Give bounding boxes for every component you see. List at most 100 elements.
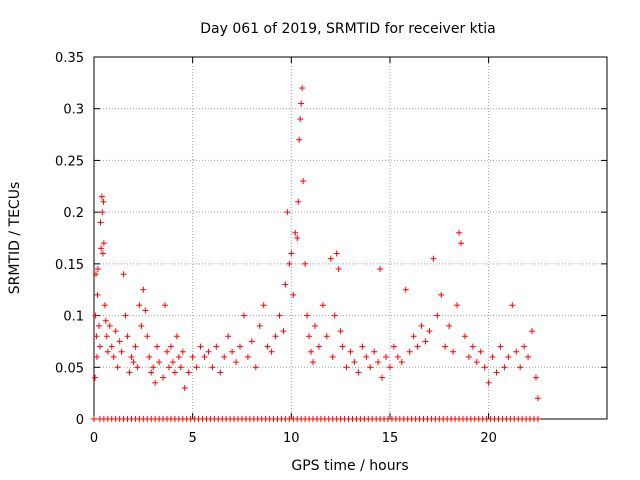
x-tick-label: 20 bbox=[480, 431, 497, 446]
data-point bbox=[91, 416, 97, 422]
y-tick-label: 0.2 bbox=[63, 206, 84, 221]
data-point bbox=[142, 307, 149, 314]
data-point bbox=[410, 333, 417, 340]
data-point bbox=[438, 291, 445, 298]
data-point bbox=[446, 322, 453, 329]
data-point bbox=[298, 100, 305, 107]
data-point bbox=[442, 343, 449, 350]
data-point bbox=[260, 302, 267, 309]
data-point bbox=[454, 302, 461, 309]
y-axis-label: SRMTID / TECUs bbox=[7, 182, 23, 295]
y-tick-labels: 0 0.05 0.1 0.15 0.2 0.25 0.3 0.35 bbox=[55, 51, 84, 428]
data-point bbox=[229, 348, 236, 355]
data-point bbox=[329, 353, 336, 360]
data-point bbox=[422, 338, 429, 345]
data-point bbox=[333, 250, 340, 257]
data-point bbox=[485, 379, 492, 386]
data-point bbox=[295, 198, 302, 205]
data-point bbox=[167, 343, 174, 350]
data-point bbox=[189, 353, 196, 360]
data-point bbox=[197, 343, 204, 350]
data-point bbox=[331, 312, 338, 319]
data-point bbox=[379, 374, 386, 381]
data-point bbox=[276, 312, 283, 319]
x-axis-label: GPS time / hours bbox=[291, 458, 408, 474]
data-point bbox=[164, 348, 171, 355]
data-point bbox=[363, 353, 370, 360]
data-point bbox=[426, 328, 433, 335]
data-point bbox=[505, 353, 512, 360]
data-point bbox=[116, 338, 123, 345]
data-point bbox=[272, 333, 279, 340]
data-point bbox=[97, 219, 104, 226]
data-point bbox=[96, 343, 103, 350]
data-point bbox=[165, 364, 172, 371]
data-point bbox=[114, 364, 121, 371]
data-point bbox=[394, 353, 401, 360]
data-point bbox=[252, 364, 259, 371]
data-point bbox=[386, 364, 393, 371]
data-point bbox=[286, 260, 293, 267]
data-points bbox=[91, 85, 541, 422]
data-point bbox=[156, 359, 163, 366]
data-point bbox=[132, 343, 139, 350]
data-point bbox=[94, 291, 101, 298]
data-point bbox=[347, 348, 354, 355]
data-point bbox=[112, 328, 119, 335]
data-point bbox=[99, 209, 106, 216]
data-point bbox=[160, 374, 167, 381]
data-point bbox=[171, 369, 178, 376]
data-point bbox=[371, 348, 378, 355]
data-point bbox=[323, 333, 330, 340]
data-point bbox=[308, 348, 315, 355]
data-point bbox=[120, 271, 127, 278]
data-point bbox=[355, 369, 362, 376]
data-point bbox=[240, 312, 247, 319]
data-point bbox=[456, 229, 463, 236]
data-point bbox=[302, 260, 309, 267]
data-point bbox=[280, 328, 287, 335]
data-point bbox=[268, 348, 275, 355]
data-point bbox=[225, 333, 232, 340]
data-point bbox=[501, 364, 508, 371]
data-point bbox=[95, 322, 102, 329]
data-point bbox=[148, 369, 155, 376]
y-tick-label: 0.1 bbox=[63, 310, 84, 325]
data-point bbox=[130, 359, 137, 366]
x-tick-label: 10 bbox=[283, 431, 300, 446]
data-point bbox=[465, 353, 472, 360]
data-point bbox=[335, 266, 342, 273]
data-point bbox=[390, 343, 397, 350]
data-point bbox=[98, 193, 105, 200]
data-point bbox=[284, 209, 291, 216]
data-point bbox=[138, 322, 145, 329]
data-point bbox=[209, 364, 216, 371]
data-point bbox=[98, 245, 105, 252]
data-point bbox=[91, 374, 98, 381]
data-point bbox=[173, 333, 180, 340]
data-point bbox=[477, 348, 484, 355]
x-tick-labels: 0 5 10 15 20 bbox=[90, 431, 497, 446]
data-point bbox=[213, 343, 220, 350]
data-point bbox=[517, 364, 524, 371]
data-point bbox=[93, 333, 100, 340]
data-point bbox=[108, 343, 115, 350]
data-point bbox=[134, 364, 141, 371]
data-point bbox=[93, 353, 100, 360]
data-point bbox=[110, 353, 117, 360]
data-point bbox=[201, 353, 208, 360]
data-point bbox=[434, 312, 441, 319]
data-point bbox=[126, 369, 133, 376]
data-point bbox=[521, 343, 528, 350]
data-point bbox=[282, 281, 289, 288]
data-point bbox=[99, 250, 106, 257]
data-point bbox=[103, 333, 110, 340]
data-point bbox=[351, 359, 358, 366]
data-point bbox=[106, 322, 113, 329]
y-tick-label: 0.25 bbox=[55, 154, 84, 169]
data-point bbox=[162, 302, 169, 309]
data-point bbox=[300, 178, 307, 185]
data-point bbox=[296, 136, 303, 143]
data-point bbox=[92, 312, 99, 319]
data-point bbox=[359, 343, 366, 350]
